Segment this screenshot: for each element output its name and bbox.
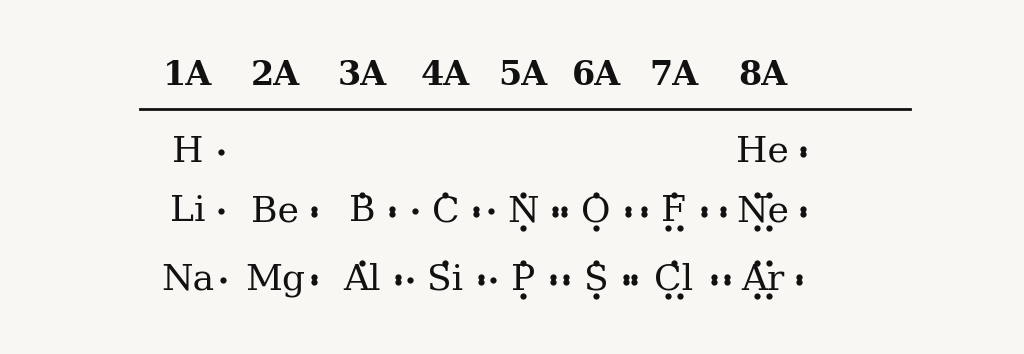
Text: 3A: 3A	[338, 59, 387, 92]
Text: Be: Be	[251, 194, 299, 228]
Text: Mg: Mg	[245, 263, 305, 297]
Text: 5A: 5A	[499, 59, 548, 92]
Text: 4A: 4A	[421, 59, 470, 92]
Text: 7A: 7A	[649, 59, 698, 92]
Text: 8A: 8A	[738, 59, 787, 92]
Text: N: N	[508, 194, 539, 228]
Text: Si: Si	[427, 263, 464, 297]
Text: Ar: Ar	[741, 263, 784, 297]
Text: P: P	[511, 263, 536, 297]
Text: H: H	[172, 135, 204, 169]
Text: 6A: 6A	[571, 59, 621, 92]
Text: O: O	[582, 194, 611, 228]
Text: Al: Al	[343, 263, 381, 297]
Text: 1A: 1A	[163, 59, 212, 92]
Text: Na: Na	[161, 263, 214, 297]
Text: 2A: 2A	[250, 59, 299, 92]
Text: He: He	[736, 135, 790, 169]
Text: F: F	[662, 194, 686, 228]
Text: Cl: Cl	[654, 263, 693, 297]
Text: C: C	[432, 194, 459, 228]
Text: Ne: Ne	[736, 194, 790, 228]
Text: S: S	[584, 263, 608, 297]
Text: B: B	[349, 194, 376, 228]
Text: Li: Li	[170, 194, 205, 228]
